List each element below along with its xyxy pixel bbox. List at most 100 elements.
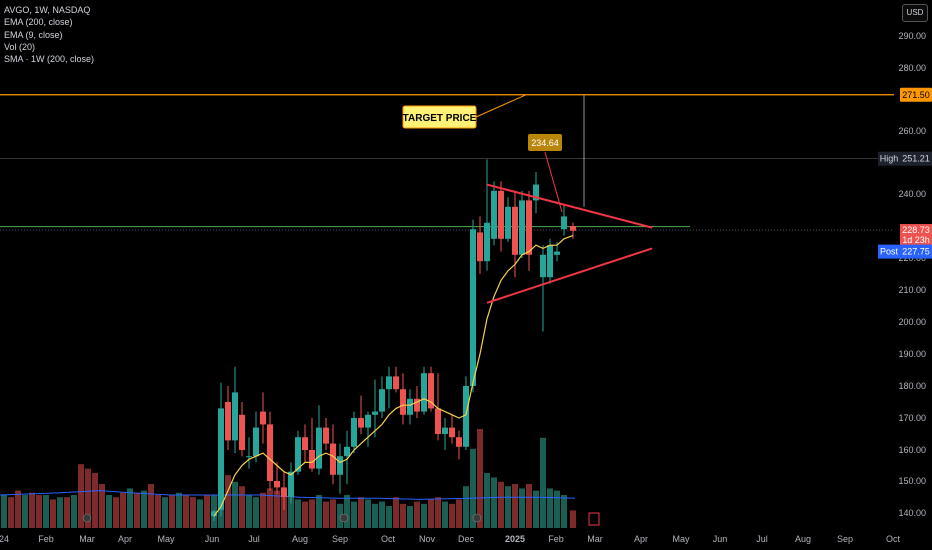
volume-bar (246, 495, 252, 528)
time-tick: Apr (118, 534, 132, 544)
price-tick: 150.00 (898, 476, 926, 486)
price-tick: 140.00 (898, 508, 926, 518)
time-tick: Mar (79, 534, 95, 544)
volume-bar (71, 495, 77, 528)
volume-bar (421, 503, 427, 528)
price-tick: 280.00 (898, 63, 926, 73)
time-axis[interactable]: 24 Feb Mar Apr May Jun Jul Aug Sep Oct Nov Dec 2025 F… (0, 529, 932, 550)
volume-bar (407, 506, 413, 528)
candle-body (449, 427, 455, 438)
high-value-bg (900, 151, 932, 166)
volume-bar (547, 488, 553, 528)
candle-body (344, 446, 350, 457)
price-tick: 200.00 (898, 317, 926, 327)
currency-button[interactable]: USD (902, 4, 928, 22)
current-price: 228.73 (902, 225, 930, 235)
drawings[interactable]: TARGET PRICE 234.64 (82, 94, 653, 526)
candle-body (330, 443, 336, 475)
volume-legend[interactable]: Vol (20) (4, 41, 36, 52)
volume-bar (162, 497, 168, 528)
volume-bar (288, 497, 294, 528)
candle-body (554, 251, 560, 255)
high-value: 251.21 (902, 154, 930, 164)
earnings-marker-icon (82, 513, 92, 523)
volume-bar (15, 490, 21, 528)
price-tick: 160.00 (898, 445, 926, 455)
candle-body (281, 487, 287, 497)
volume-bar (295, 499, 301, 528)
volume-bar (570, 510, 576, 528)
time-tick: Feb (548, 534, 564, 544)
price-tick: 210.00 (898, 285, 926, 295)
candle-body (407, 398, 413, 415)
earnings-marker-icon (472, 513, 482, 523)
volume-bar (519, 488, 525, 528)
time-tick: Jul (756, 534, 768, 544)
candle-body (435, 408, 441, 434)
candle-body (351, 418, 357, 447)
candle-body (400, 389, 406, 415)
time-tick: 2025 (505, 534, 525, 544)
candle-body (533, 184, 539, 201)
volume-bar (561, 495, 567, 528)
volume-bar (393, 497, 399, 528)
volume-bar (92, 473, 98, 528)
price-tick: 260.00 (898, 126, 926, 136)
sma-legend[interactable]: SMA · 1W (200, close) (4, 54, 95, 65)
candle-body (421, 373, 427, 412)
triangle-lower-line (486, 247, 653, 304)
time-tick: Jul (248, 534, 260, 544)
volume-bar (386, 506, 392, 528)
peak-label: 234.64 (531, 138, 559, 148)
post-tag-bg (878, 244, 900, 259)
candle-body (372, 411, 378, 415)
volume-bar (113, 497, 119, 528)
volume-bar (1, 495, 7, 528)
target-price-tag: 271.50 (902, 90, 930, 100)
candle-body (295, 437, 301, 472)
current-price-bg (900, 224, 932, 247)
volume-bar (260, 492, 266, 528)
ema200-legend[interactable]: EMA (200, close) (4, 17, 73, 28)
time-tick: Nov (419, 534, 436, 544)
volume-bar (99, 484, 105, 528)
volume-bar (204, 495, 210, 528)
ema9-legend[interactable]: EMA (9, close) (4, 29, 63, 40)
volume-bar (498, 481, 504, 528)
high-tag-label: High (880, 154, 899, 164)
volume-bar (253, 497, 259, 528)
candle-body (512, 206, 518, 255)
candle-body (570, 226, 576, 231)
candle-body (323, 427, 329, 444)
volume-bar (36, 495, 42, 528)
candle-body (540, 254, 546, 278)
volume-bar (442, 501, 448, 528)
volume-bar (78, 464, 84, 528)
time-tick: Jun (713, 534, 728, 544)
candle-body (239, 414, 245, 450)
time-tick: Sep (837, 534, 853, 544)
candle-body (337, 456, 343, 475)
candle-body (288, 471, 294, 497)
candle-body (253, 427, 259, 457)
candle-body (386, 376, 392, 390)
candle-body (225, 402, 231, 441)
candle-body (442, 427, 448, 434)
candle-body (491, 190, 497, 239)
volume-bar (232, 481, 238, 528)
volume-bar (267, 488, 273, 528)
volume-bar (197, 499, 203, 528)
price-tick: 290.00 (898, 31, 926, 41)
post-tag-label: Post (880, 247, 899, 257)
candle-body (484, 222, 490, 262)
candle-body (365, 414, 371, 428)
symbol-title[interactable]: AVGO, 1W, NASDAQ (4, 5, 91, 15)
candle-body (463, 386, 469, 447)
time-tick: May (157, 534, 175, 544)
volume-bar (428, 499, 434, 528)
price-tick: 180.00 (898, 381, 926, 391)
volume-bar (155, 495, 161, 528)
high-tag-bg (878, 151, 900, 166)
price-axis[interactable]: 140.00 150.00 160.00 170.00 180.00 190.00 200.… (878, 0, 932, 550)
